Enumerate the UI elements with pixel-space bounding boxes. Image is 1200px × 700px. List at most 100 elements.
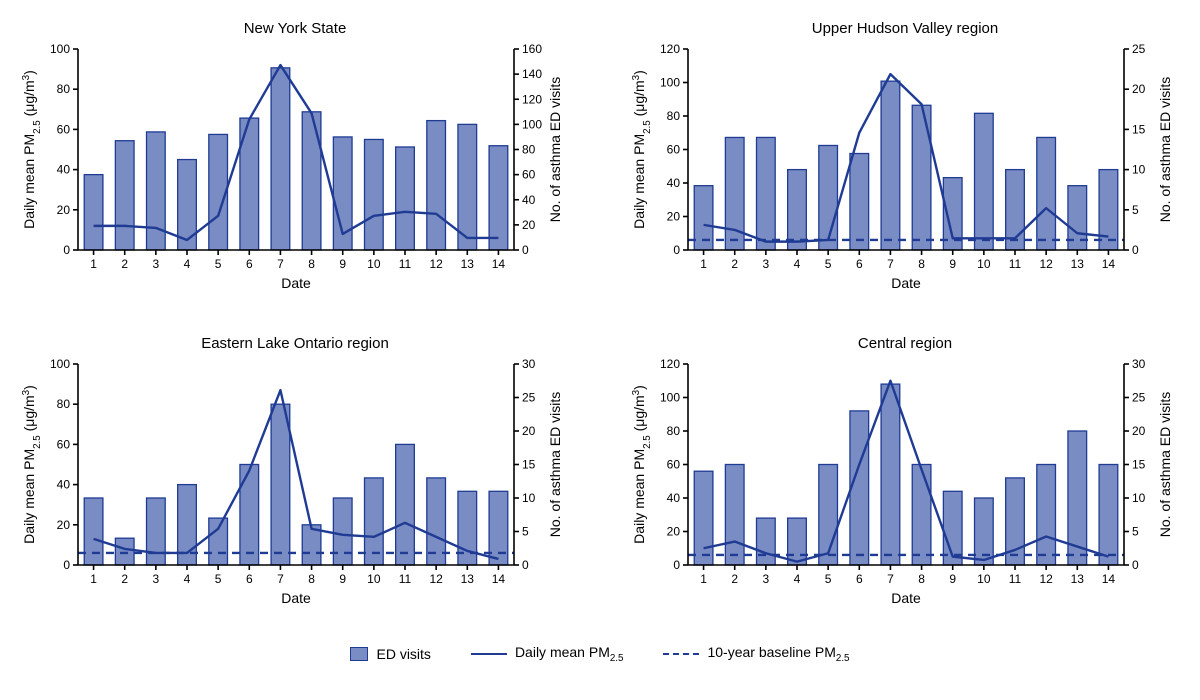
svg-text:12: 12 bbox=[1039, 257, 1053, 271]
svg-text:0: 0 bbox=[522, 243, 529, 257]
svg-text:60: 60 bbox=[667, 458, 681, 472]
svg-text:80: 80 bbox=[667, 109, 681, 123]
legend-ed-visits: ED visits bbox=[350, 646, 430, 662]
svg-text:20: 20 bbox=[667, 210, 681, 224]
svg-text:Date: Date bbox=[281, 590, 311, 606]
svg-text:60: 60 bbox=[522, 168, 536, 182]
svg-text:15: 15 bbox=[1132, 458, 1146, 472]
chart-svg: 0204060801000510152025301234567891011121… bbox=[20, 356, 570, 611]
legend-daily-pm-label: Daily mean PM2.5 bbox=[515, 644, 624, 664]
legend-solid-line-icon bbox=[471, 653, 507, 655]
svg-text:2: 2 bbox=[121, 257, 128, 271]
bar bbox=[209, 518, 228, 565]
panel-title-3: Central region bbox=[630, 335, 1180, 352]
panel-3: Central region 0204060801001200510152025… bbox=[630, 335, 1180, 630]
svg-text:14: 14 bbox=[1102, 257, 1116, 271]
svg-text:8: 8 bbox=[918, 572, 925, 586]
svg-text:40: 40 bbox=[57, 478, 71, 492]
bar bbox=[365, 139, 384, 250]
svg-text:8: 8 bbox=[308, 572, 315, 586]
panel-title-1: Upper Hudson Valley region bbox=[630, 20, 1180, 37]
svg-text:12: 12 bbox=[429, 257, 443, 271]
svg-text:20: 20 bbox=[57, 518, 71, 532]
svg-text:0: 0 bbox=[63, 558, 70, 572]
svg-text:20: 20 bbox=[57, 203, 71, 217]
svg-text:160: 160 bbox=[522, 42, 542, 56]
svg-text:10: 10 bbox=[367, 572, 381, 586]
svg-text:3: 3 bbox=[763, 572, 770, 586]
svg-text:9: 9 bbox=[949, 257, 956, 271]
bar bbox=[881, 384, 900, 565]
svg-text:No. of asthma ED visits: No. of asthma ED visits bbox=[1157, 77, 1173, 223]
bar bbox=[333, 498, 352, 565]
svg-text:2: 2 bbox=[731, 257, 738, 271]
bar bbox=[881, 81, 900, 250]
bar bbox=[489, 146, 508, 250]
svg-text:20: 20 bbox=[522, 424, 536, 438]
svg-text:40: 40 bbox=[522, 193, 536, 207]
bar bbox=[1099, 170, 1118, 250]
chart-3: 0204060801001200510152025301234567891011… bbox=[630, 356, 1180, 611]
bar bbox=[1099, 465, 1118, 566]
legend: ED visits Daily mean PM2.5 10-year basel… bbox=[20, 644, 1180, 664]
svg-text:13: 13 bbox=[1071, 572, 1085, 586]
bar bbox=[147, 498, 166, 565]
bar bbox=[757, 137, 776, 250]
bar bbox=[115, 538, 134, 565]
svg-text:0: 0 bbox=[1132, 243, 1139, 257]
svg-text:100: 100 bbox=[660, 391, 680, 405]
panel-2: Eastern Lake Ontario region 020406080100… bbox=[20, 335, 570, 630]
svg-text:7: 7 bbox=[887, 572, 894, 586]
svg-text:6: 6 bbox=[856, 257, 863, 271]
svg-text:7: 7 bbox=[277, 257, 284, 271]
svg-text:Daily mean PM2.5 (μg/m3): Daily mean PM2.5 (μg/m3) bbox=[21, 70, 43, 229]
svg-text:4: 4 bbox=[184, 572, 191, 586]
svg-text:No. of asthma ED visits: No. of asthma ED visits bbox=[547, 77, 563, 223]
svg-text:20: 20 bbox=[667, 525, 681, 539]
svg-text:1: 1 bbox=[700, 572, 707, 586]
panel-title-0: New York State bbox=[20, 20, 570, 37]
legend-dash-line-icon bbox=[663, 653, 699, 655]
bar bbox=[302, 112, 321, 250]
svg-text:Date: Date bbox=[281, 275, 311, 291]
svg-text:5: 5 bbox=[825, 572, 832, 586]
chart-0: 0204060801000204060801001201401601234567… bbox=[20, 41, 570, 296]
svg-text:3: 3 bbox=[763, 257, 770, 271]
bar bbox=[850, 154, 869, 250]
svg-text:14: 14 bbox=[492, 572, 506, 586]
bar bbox=[271, 68, 290, 250]
svg-text:11: 11 bbox=[399, 572, 412, 586]
chart-1: 0204060801001200510152025123456789101112… bbox=[630, 41, 1180, 296]
svg-text:80: 80 bbox=[667, 424, 681, 438]
svg-text:15: 15 bbox=[1132, 122, 1146, 136]
svg-text:20: 20 bbox=[1132, 82, 1146, 96]
svg-text:80: 80 bbox=[57, 82, 71, 96]
svg-text:0: 0 bbox=[522, 558, 529, 572]
bar bbox=[788, 518, 807, 565]
svg-text:10: 10 bbox=[367, 257, 381, 271]
bar bbox=[975, 113, 994, 250]
svg-text:15: 15 bbox=[522, 458, 536, 472]
svg-text:10: 10 bbox=[977, 572, 991, 586]
svg-text:5: 5 bbox=[215, 572, 222, 586]
svg-text:9: 9 bbox=[339, 572, 346, 586]
bar bbox=[84, 175, 103, 250]
legend-daily-pm: Daily mean PM2.5 bbox=[471, 644, 624, 664]
svg-text:6: 6 bbox=[246, 257, 253, 271]
legend-baseline-pm-label: 10-year baseline PM2.5 bbox=[707, 644, 849, 664]
svg-text:120: 120 bbox=[660, 357, 680, 371]
bar bbox=[240, 465, 259, 566]
svg-text:Daily mean PM2.5 (μg/m3): Daily mean PM2.5 (μg/m3) bbox=[631, 70, 653, 229]
svg-text:5: 5 bbox=[1132, 525, 1139, 539]
svg-text:4: 4 bbox=[794, 572, 801, 586]
bar bbox=[819, 145, 838, 250]
bar bbox=[912, 465, 931, 566]
svg-text:14: 14 bbox=[492, 257, 506, 271]
chart-svg: 0204060801001200510152025123456789101112… bbox=[630, 41, 1180, 296]
bar bbox=[271, 404, 290, 565]
svg-text:5: 5 bbox=[522, 525, 529, 539]
svg-text:9: 9 bbox=[949, 572, 956, 586]
svg-text:120: 120 bbox=[522, 92, 542, 106]
bar bbox=[1037, 465, 1056, 566]
panel-1: Upper Hudson Valley region 0204060801001… bbox=[630, 20, 1180, 315]
